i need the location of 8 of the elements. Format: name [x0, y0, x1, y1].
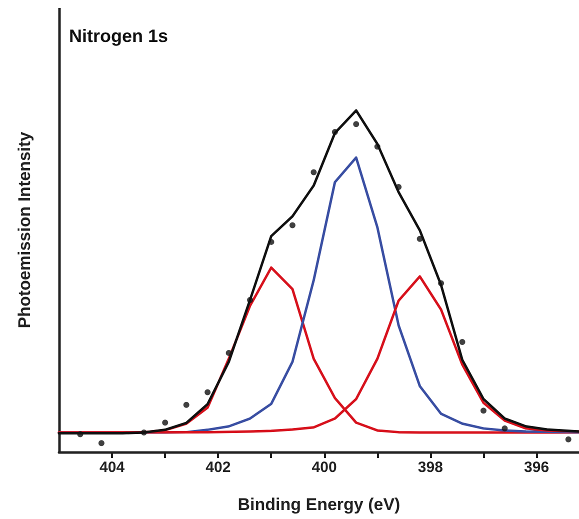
y-axis-title: Photoemission Intensity [15, 131, 34, 328]
chart-title: Nitrogen 1s [69, 26, 168, 46]
x-tick-label: 402 [206, 459, 231, 476]
x-tick-label: 404 [100, 459, 126, 476]
x-tick-label: 398 [418, 459, 443, 476]
x-axis-title: Binding Energy (eV) [238, 495, 400, 514]
x-tick-label: 400 [312, 459, 337, 476]
x-tick-label: 396 [524, 459, 550, 476]
